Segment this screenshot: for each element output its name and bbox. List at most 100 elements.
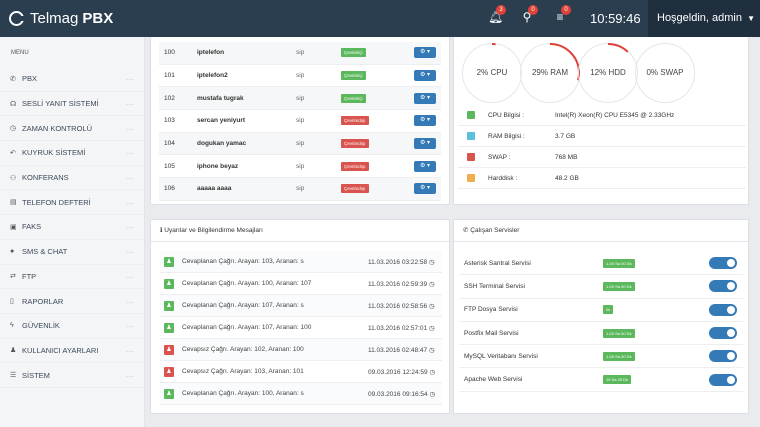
sidebar-item[interactable]: ♟ KULLANICI AYARLARI.... (0, 339, 144, 364)
extension-number: 106 (164, 185, 175, 193)
gear-dropdown-button[interactable]: ⚙ ▾ (414, 70, 436, 82)
service-name: MySQL Veritabanı Servisi (464, 352, 538, 360)
gear-dropdown-button[interactable]: ⚙ ▾ (414, 183, 436, 195)
sidebar-item[interactable]: ● SMS & CHAT.... (0, 240, 144, 265)
phone-icon: ✆ (10, 75, 16, 83)
gear-dropdown-button[interactable]: ⚙ ▾ (414, 92, 436, 104)
sidebar-item[interactable]: ϟ GÜVENLİK.... (0, 314, 144, 339)
sidebar-item[interactable]: ⚇ KONFERANS.... (0, 166, 144, 191)
extension-number: 105 (164, 162, 175, 170)
info-square-icon (467, 111, 475, 119)
service-toggle[interactable] (709, 373, 737, 386)
gauge-arc (462, 43, 522, 103)
clock-icon: ◷ (427, 324, 435, 332)
sidebar-item-label: ZAMAN KONTROLÜ (22, 123, 93, 133)
info-key: SWAP : (488, 153, 511, 161)
sidebar-item[interactable]: ▣ FAKS.... (0, 215, 144, 240)
status-badge: Çevrimiçi (341, 48, 366, 58)
gauge-label: 29% RAM (531, 68, 568, 77)
service-name: SSH Terminal Servisi (464, 282, 525, 290)
sidebar-item[interactable]: ▤ TELEFON DEFTERİ.... (0, 190, 144, 216)
service-toggle[interactable] (709, 327, 737, 340)
service-toggle[interactable] (709, 280, 737, 293)
extension-row: 106 aaaaa aaaa sip Çevrimdışı ⚙ ▾ (159, 178, 441, 201)
alerts-badge: 0 (528, 5, 538, 15)
sidebar-item[interactable]: ⇄ FTP.... (0, 265, 144, 290)
sidebar-item[interactable]: ◷ ZAMAN KONTROLÜ.... (0, 116, 144, 142)
sidebar-item-dots: .... (126, 75, 134, 83)
message-row[interactable]: ♟ Cevapsız Çağrı. Arayan: 102, Aranan: 10… (160, 339, 442, 361)
sidebar-item-dots: .... (126, 100, 134, 108)
gauge-label: 2% CPU (476, 68, 508, 77)
brand-logo[interactable]: Telmag PBX (9, 0, 113, 37)
message-date: 11.03.2016 03:22:58 ◷ (368, 258, 435, 266)
extension-name: iphone beyaz (197, 162, 239, 170)
lightbulb-icon[interactable]: ⚲ 0 (520, 5, 538, 24)
services-panel-title: Çalışan Servisler (470, 227, 520, 234)
uptime-badge: 0k (603, 305, 614, 315)
sidebar-item-dots: .... (126, 322, 134, 330)
clock-icon: ◷ (427, 280, 435, 288)
extension-name: aaaaa aaaa (197, 185, 232, 193)
message-row[interactable]: ♟ Cevaplanan Çağrı. Arayan: 107, Aranan: … (160, 317, 442, 339)
sidebar-item-label: FAKS (22, 222, 42, 232)
brand-name: Telmag (30, 10, 79, 27)
status-badge: Çevrimiçi (341, 71, 366, 81)
status-badge: Çevrimdışı (341, 139, 369, 149)
message-row[interactable]: ♟ Cevaplanan Çağrı. Arayan: 107, Aranan: … (160, 295, 442, 317)
info-icon: ℹ (160, 227, 163, 234)
clock-icon: ◷ (427, 368, 436, 376)
sidebar-item[interactable]: ☊ SESLİ YANIT SİSTEMİ.... (0, 92, 144, 117)
service-toggle[interactable] (709, 257, 737, 270)
user-icon: ♟ (164, 300, 174, 311)
status-badge: Çevrimdışı (341, 184, 369, 194)
user-menu[interactable]: Hoşgeldin, admin ▼ (648, 0, 760, 37)
message-row[interactable]: ♟ Cevapsız Çağrı. Arayan: 103, Aranan: 10… (160, 361, 442, 383)
info-key: RAM Bilgisi : (488, 132, 525, 140)
message-row[interactable]: ♟ Cevaplanan Çağrı. Arayan: 100, Aranan: … (160, 383, 442, 405)
chat-icon: ● (10, 248, 15, 256)
user-icon: ♟ (164, 388, 174, 399)
sidebar-item-dots: .... (126, 124, 134, 132)
fax-icon: ▣ (10, 223, 17, 231)
tasks-stack-icon[interactable]: ≡ 0 (553, 5, 571, 24)
user-greeting: Hoşgeldin, admin (657, 12, 742, 24)
sidebar-item[interactable]: ↶ KUYRUK SİSTEMİ.... (0, 141, 144, 166)
message-date-text: 11.03.2016 02:59:39 (368, 280, 428, 288)
service-name: Asterisk Santral Servisi (464, 259, 531, 267)
gear-dropdown-button[interactable]: ⚙ ▾ (414, 115, 436, 127)
sidebar-item[interactable]: ▯ RAPORLAR.... (0, 289, 144, 314)
extension-type: sip (296, 117, 305, 125)
user-icon: ♟ (10, 347, 17, 355)
message-text: Cevaplanan Çağrı. Arayan: 107, Aranan: s (182, 302, 304, 309)
sidebar-item[interactable]: ✆ PBX.... (0, 67, 144, 92)
notifications-bell-icon[interactable]: 🔔︎ 3 (488, 5, 506, 24)
message-date-text: 11.03.2016 03:22:58 (368, 258, 428, 266)
gear-dropdown-button[interactable]: ⚙ ▾ (414, 138, 436, 150)
gear-dropdown-button[interactable]: ⚙ ▾ (414, 160, 436, 172)
service-row: Postfix Mail Servisi 1-00 Sa 00 Dk (459, 322, 743, 346)
uptime-badge: 1-00 Sa 00 Dk (603, 328, 635, 338)
message-row[interactable]: ♟ Cevaplanan Çağrı. Arayan: 100, Aranan: … (160, 273, 442, 295)
message-text: Cevaplanan Çağrı. Arayan: 103, Aranan: s (182, 258, 304, 265)
user-icon: ♟ (164, 278, 174, 289)
tasks-badge: 0 (561, 5, 571, 15)
usage-gauge: 29% RAM (520, 43, 580, 103)
uptime-badge: 1-00 Sa 00 Dk (603, 281, 635, 291)
user-icon: ♟ (164, 322, 174, 333)
message-date-text: 11.03.2016 02:57:01 (368, 324, 428, 332)
info-square-icon (467, 132, 475, 140)
extension-row: 105 iphone beyaz sip Çevrimdışı ⚙ ▾ (159, 155, 441, 179)
uptime-badge: 1-00 Sa 00 Dk (603, 258, 635, 268)
clock-icon: ◷ (10, 125, 17, 133)
top-navbar: Telmag PBX 🔔︎ 3 ⚲ 0 ≡ 0 10:59:46 Hoşgeldin,… (0, 0, 760, 37)
message-row[interactable]: ♟ Cevaplanan Çağrı. Arayan: 103, Aranan: … (160, 251, 442, 273)
telmag-logo-icon (9, 11, 24, 26)
user-icon: ♟ (164, 344, 174, 355)
gear-dropdown-button[interactable]: ⚙ ▾ (414, 47, 436, 59)
service-row: MySQL Veritabanı Servisi 1-00 Sa 00 Dk (459, 345, 743, 369)
sidebar-item[interactable]: ☰ SİSTEM.... (0, 363, 144, 388)
service-toggle[interactable] (709, 303, 737, 316)
status-badge: Çevrimdışı (341, 161, 369, 171)
service-toggle[interactable] (709, 350, 737, 363)
